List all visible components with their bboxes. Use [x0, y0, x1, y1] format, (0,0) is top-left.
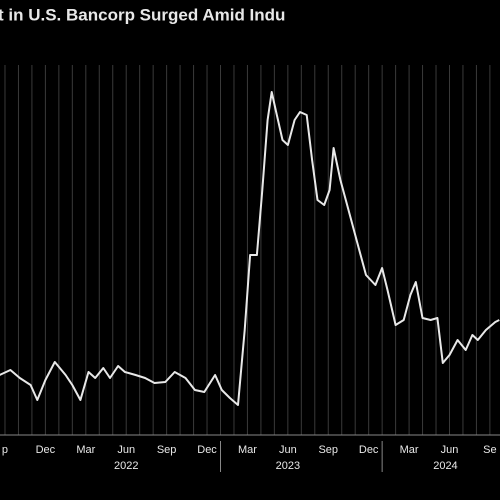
- x-tick-label: Jun: [441, 444, 459, 456]
- x-tick-label: Mar: [76, 444, 95, 456]
- year-label: 2022: [114, 460, 138, 472]
- x-tick-label: Jun: [279, 444, 297, 456]
- x-tick-label: Dec: [359, 444, 379, 456]
- data-line: [0, 91, 500, 406]
- x-tick-label: p: [2, 444, 8, 456]
- x-tick-label: Se: [483, 444, 496, 456]
- x-tick-label: Sep: [157, 444, 177, 456]
- x-tick-label: Jun: [117, 444, 135, 456]
- chart-title: t in U.S. Bancorp Surged Amid Indu: [0, 5, 285, 24]
- year-label: 2023: [276, 460, 300, 472]
- x-tick-label: Mar: [400, 444, 419, 456]
- x-tick-label: Mar: [238, 444, 257, 456]
- x-tick-label: Sep: [318, 444, 338, 456]
- x-tick-label: Dec: [197, 444, 217, 456]
- year-label: 2024: [433, 460, 457, 472]
- x-tick-label: Dec: [36, 444, 56, 456]
